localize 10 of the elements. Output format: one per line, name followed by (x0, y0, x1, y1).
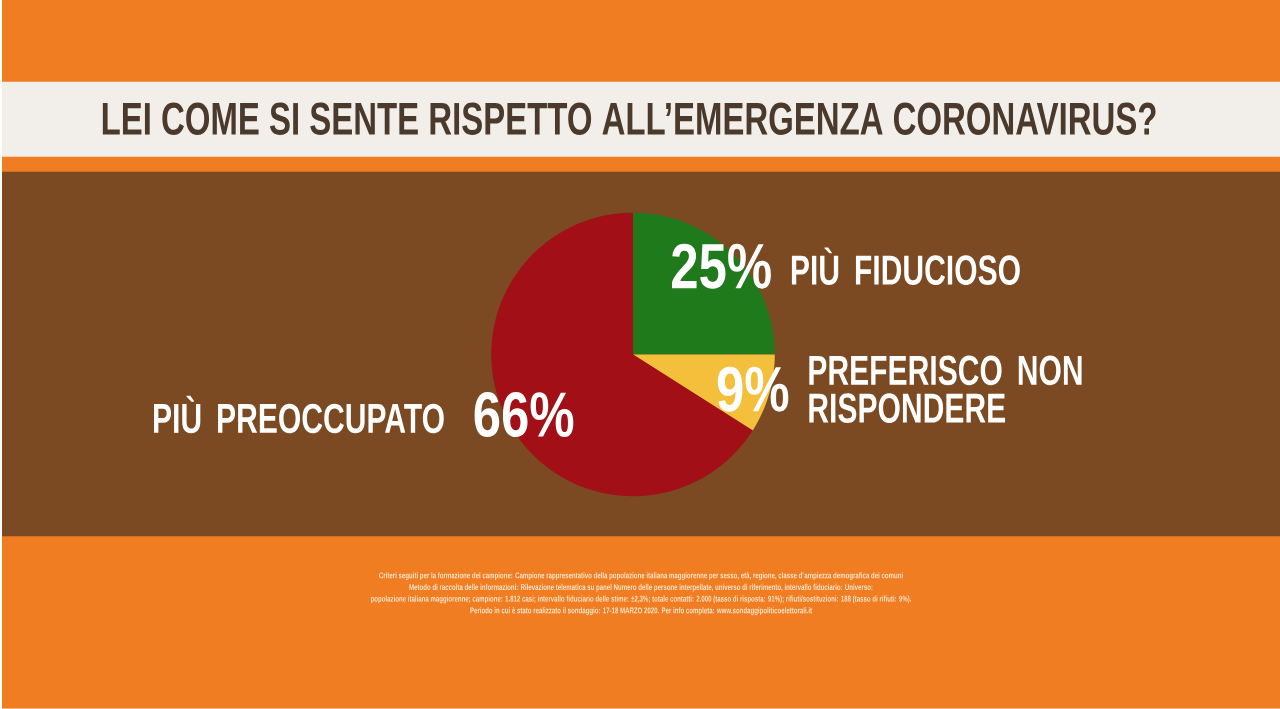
data-label: 25% (672, 243, 771, 289)
text: popolazione italiana maggiorenne; campione: 1.812 casi; intervallo fiduciario delle stime: ±2,3%; totale contatti: 2.000 (tasso di risposta: 91%); rifiuti/sostituzioni: 188 (tasso di rifiuti: 9%). (370, 595, 912, 604)
slice-label: PREFERISCO NON RISPONDERE (809, 355, 1082, 423)
data-label: 66% (474, 392, 574, 438)
chart-title: LEI COME SI SENTE RISPETTO ALL’EMERGENZA CORONAVIRUS? (102, 102, 1156, 136)
slice-label: PIÙ FIDUCIOSO (791, 247, 1020, 285)
text: Periodo in cui è stato realizzato il sondaggio: 17-18 MARZO 2020. Per info completa: www.sondaggipoliticoelettorali.it (470, 607, 812, 616)
slice-label: PIÙ PREOCCUPATO (154, 395, 444, 434)
text: Criteri seguiti per la formazione del campione: Campione rappresentativo della popolazione italiana maggiorenne per sesso, età, regione, classe d'ampiezza demografica dei comuni (379, 572, 903, 581)
text: Metodo di raccolta delle informazioni: Rilevazione telematica su panel Numero delle persone interpellate, universo di riferimento, intervallo fiduciario: Universo: (409, 583, 873, 592)
